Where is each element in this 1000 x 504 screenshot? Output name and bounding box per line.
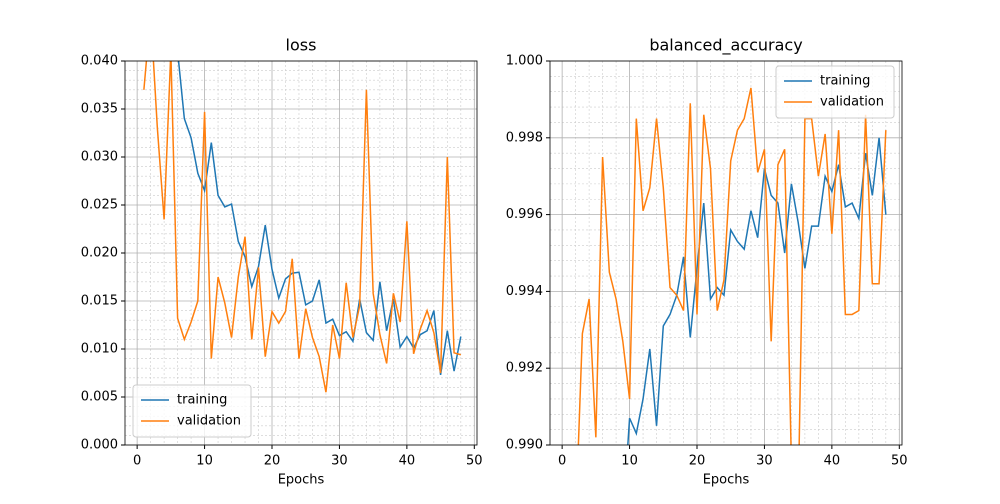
x-tick-label: 10 xyxy=(196,454,213,469)
y-tick-label: 0.000 xyxy=(81,438,118,453)
y-tick-label: 0.035 xyxy=(81,102,118,117)
y-tick-label: 0.990 xyxy=(506,438,543,453)
subplot: loss Epochs 0 10 20 30 40 50 0.000 0.005 0.010 0.01… xyxy=(81,36,483,488)
y-tick-label: 1.000 xyxy=(506,54,543,69)
x-tick-label: 50 xyxy=(466,454,483,469)
y-tick-label: 0.015 xyxy=(81,294,118,309)
y-tick-label: 0.030 xyxy=(81,150,118,165)
axes-frame xyxy=(124,60,478,446)
x-tick-label: 20 xyxy=(264,454,281,469)
series-line xyxy=(177,61,462,376)
y-tick-label: 0.992 xyxy=(506,361,543,376)
y-tick-label: 0.996 xyxy=(506,207,543,222)
x-axis-label: Epochs xyxy=(278,473,325,488)
y-tick-label: 0.998 xyxy=(506,130,543,145)
y-tick-label: 0.040 xyxy=(81,54,118,69)
x-axis-label: Epochs xyxy=(703,473,750,488)
x-tick-label: 40 xyxy=(399,454,416,469)
x-tick-label: 40 xyxy=(824,454,841,469)
x-tick-label: 50 xyxy=(891,454,908,469)
subplot-title: balanced_accuracy xyxy=(649,36,802,56)
y-tick-label: 0.010 xyxy=(81,342,118,357)
legend-label: validation xyxy=(177,414,241,429)
subplot-title: loss xyxy=(286,36,317,55)
series-line xyxy=(577,87,887,445)
y-tick-label: 0.994 xyxy=(506,284,543,299)
series-line xyxy=(627,137,887,445)
x-tick-label: 10 xyxy=(621,454,638,469)
x-tick-label: 0 xyxy=(558,454,566,469)
x-tick-label: 30 xyxy=(331,454,348,469)
y-tick-label: 0.025 xyxy=(81,198,118,213)
y-tick-label: 0.020 xyxy=(81,246,118,261)
legend-box xyxy=(775,65,895,119)
subplot: balanced_accuracy Epochs 0 10 20 30 40 50 0.990 0… xyxy=(506,36,908,488)
legend-label: training xyxy=(820,74,870,89)
x-tick-label: 0 xyxy=(133,454,141,469)
axes-frame xyxy=(549,60,903,446)
y-tick-label: 0.005 xyxy=(81,390,118,405)
legend-box xyxy=(132,384,252,438)
legend-label: validation xyxy=(820,95,884,110)
x-tick-label: 20 xyxy=(689,454,706,469)
series-line xyxy=(143,61,462,393)
legend-label: training xyxy=(177,393,227,408)
x-tick-label: 30 xyxy=(756,454,773,469)
